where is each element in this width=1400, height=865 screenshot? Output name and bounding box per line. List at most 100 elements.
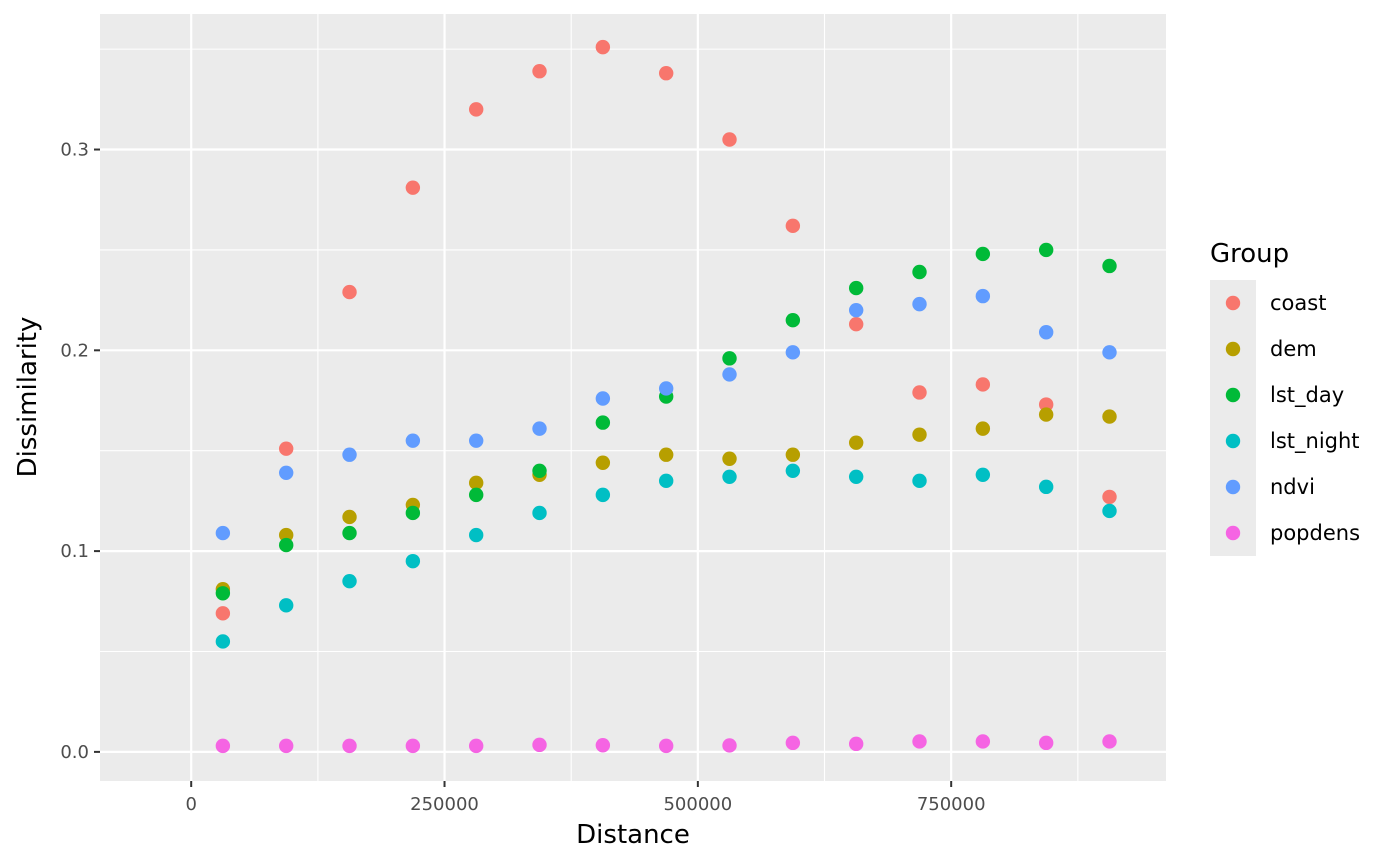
point-lst-night [468, 527, 484, 543]
point-popdens [342, 738, 357, 754]
point-ndvi [975, 288, 991, 304]
point-lst-night [1038, 479, 1054, 495]
point-popdens [658, 738, 674, 754]
point-popdens [975, 734, 991, 749]
point-popdens [1102, 734, 1117, 749]
point-coast [468, 102, 484, 117]
point-coast [1038, 397, 1054, 412]
point-lst-day [912, 264, 927, 280]
point-dem [342, 509, 357, 525]
legend-key-lst-night [1225, 433, 1241, 449]
minor-gridlines [100, 14, 1166, 781]
series-popdens [215, 734, 1117, 754]
series-ndvi [215, 288, 1117, 541]
point-ndvi [1038, 325, 1054, 340]
point-lst-night [342, 574, 357, 589]
series-lst-day [215, 242, 1117, 601]
point-ndvi [912, 296, 927, 312]
legend-label-lst-night: lst_night [1270, 429, 1360, 454]
point-dem [848, 435, 864, 450]
point-ndvi [658, 381, 674, 396]
point-lst-day [468, 487, 484, 503]
point-lst-night [848, 469, 864, 485]
point-lst-night [215, 634, 231, 649]
point-popdens [532, 737, 547, 753]
point-lst-day [342, 525, 357, 541]
point-popdens [912, 734, 927, 749]
point-dem [1102, 409, 1117, 424]
point-lst-day [215, 586, 231, 601]
point-ndvi [595, 391, 611, 406]
legend-label-popdens: popdens [1270, 521, 1360, 545]
series-lst-night [215, 463, 1117, 649]
point-lst-night [278, 598, 294, 613]
point-lst-night [532, 505, 547, 521]
point-lst-night [722, 469, 737, 485]
legend-label-dem: dem [1270, 337, 1317, 361]
point-dem [658, 447, 674, 462]
point-dem [1038, 407, 1054, 422]
point-coast [595, 39, 611, 55]
point-lst-night [1102, 503, 1117, 519]
x-tick-label: 250000 [410, 794, 479, 815]
point-dem [278, 527, 294, 543]
legend-key-dem [1225, 341, 1241, 357]
legend-key-popdens [1225, 525, 1241, 541]
point-ndvi [342, 447, 357, 462]
point-lst-day [405, 505, 421, 521]
point-lst-night [912, 473, 927, 489]
point-popdens [1038, 735, 1054, 751]
point-dem [468, 475, 484, 491]
point-coast [785, 218, 801, 234]
point-lst-day [1102, 258, 1117, 274]
y-tick-label: 0.1 [60, 541, 89, 562]
point-coast [658, 66, 674, 81]
point-coast [532, 64, 547, 79]
legend-key-background [1210, 280, 1256, 556]
point-ndvi [215, 525, 231, 541]
point-lst-day [532, 463, 547, 478]
point-dem [912, 427, 927, 442]
point-lst-night [658, 473, 674, 489]
point-dem [595, 455, 611, 470]
point-popdens [278, 738, 294, 754]
legend-label-ndvi: ndvi [1270, 475, 1315, 499]
y-axis-ticks: 0.0 0.1 0.2 0.3 [60, 140, 100, 763]
point-coast [1102, 489, 1117, 505]
x-tick-label: 750000 [917, 794, 986, 815]
point-lst-day [278, 537, 294, 553]
point-ndvi [278, 465, 294, 480]
y-axis-title: Dissimilarity [13, 317, 43, 478]
point-dem [722, 451, 737, 466]
point-popdens [405, 738, 421, 754]
point-dem [785, 447, 801, 462]
point-lst-day [975, 246, 991, 262]
point-popdens [785, 735, 801, 751]
point-coast [405, 180, 421, 195]
legend-key-coast [1225, 295, 1241, 311]
point-dem [975, 421, 991, 436]
point-coast [848, 317, 864, 332]
y-tick-label: 0.3 [60, 140, 89, 161]
series-coast [215, 39, 1117, 621]
point-ndvi [532, 421, 547, 436]
point-ndvi [405, 433, 421, 448]
point-coast [722, 132, 737, 147]
point-coast [912, 385, 927, 400]
point-lst-night [405, 553, 421, 569]
y-tick-label: 0.2 [60, 340, 89, 361]
point-lst-day [785, 312, 801, 328]
point-popdens [722, 738, 737, 753]
legend-title: Group [1210, 239, 1289, 269]
x-tick-label: 500000 [663, 794, 732, 815]
legend-label-lst-day: lst_day [1270, 383, 1344, 408]
point-coast [215, 606, 231, 621]
legend-label-coast: coast [1270, 291, 1326, 315]
point-lst-day [722, 351, 737, 366]
point-ndvi [722, 367, 737, 382]
point-coast [342, 284, 357, 300]
point-ndvi [848, 302, 864, 318]
x-axis-title: Distance [576, 820, 690, 850]
